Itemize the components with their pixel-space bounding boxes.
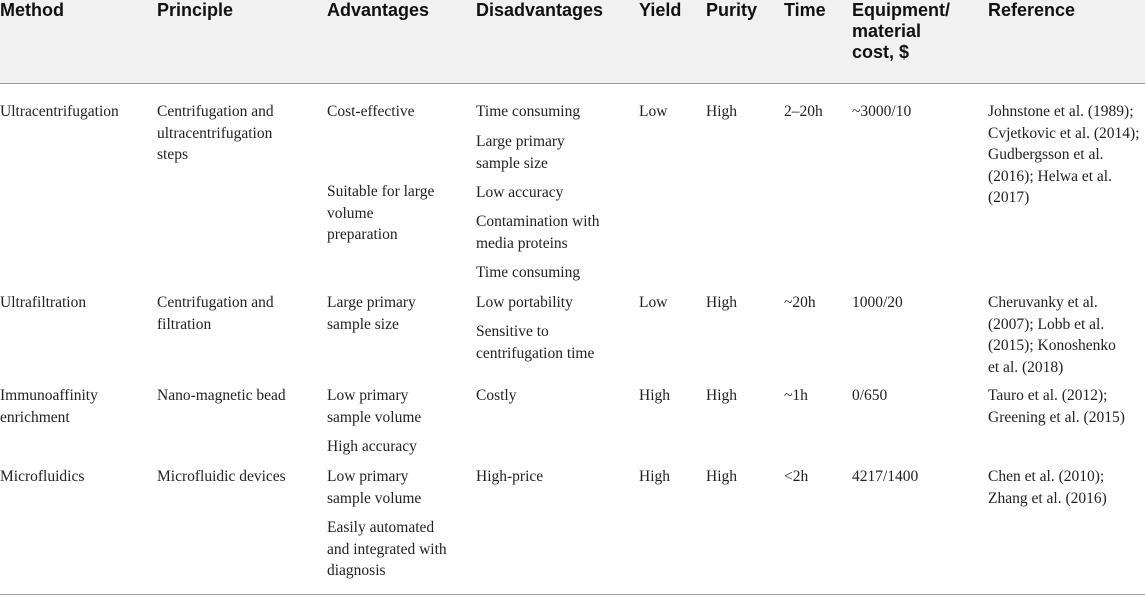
row2-reference: Cheruvanky et al. (2007); Lobb et al. (2… <box>988 294 1116 376</box>
row3-cost: 0/650 <box>852 387 888 404</box>
row4-advantage-2: Easily automated and integrated with dia… <box>327 519 447 579</box>
row4-method: Microfluidics <box>0 468 85 485</box>
table-bottom-rule <box>0 594 1145 595</box>
col-header-method: Method <box>0 0 64 20</box>
row2-disadvantage-2: Low portability <box>476 294 573 311</box>
row1-yield: Low <box>639 103 668 120</box>
row2-disadvantage-3: Sensitive to centrifugation time <box>476 323 595 362</box>
row2-advantage-1: Large primary sample size <box>327 294 416 333</box>
col-header-time: Time <box>784 0 826 20</box>
row3-yield: High <box>639 387 670 404</box>
row1-disadvantage-1: Time consuming <box>476 103 581 120</box>
col-header-yield: Yield <box>639 0 682 20</box>
row4-yield: High <box>639 468 670 485</box>
row3-principle: Nano-magnetic bead <box>157 387 286 404</box>
row2-disadvantage-1: Time consuming <box>476 264 581 281</box>
row3-reference: Tauro et al. (2012); Greening et al. (20… <box>988 387 1125 426</box>
row4-purity: High <box>706 468 737 485</box>
row3-purity: High <box>706 387 737 404</box>
row2-purity: High <box>706 294 737 311</box>
row2-cost: 1000/20 <box>852 294 903 311</box>
row1-principle: Centrifugation and ultracentrifugation s… <box>157 103 274 163</box>
table-header-background <box>0 0 1145 83</box>
row1-method: Ultracentrifugation <box>0 103 119 120</box>
row4-time: <2h <box>784 468 809 485</box>
row1-disadvantage-2: Large primary sample size <box>476 133 565 172</box>
row2-time: ~20h <box>784 294 816 311</box>
row2-yield: Low <box>639 294 668 311</box>
row1-reference: Johnstone et al. (1989); Cvjetkovic et a… <box>988 103 1140 206</box>
row4-advantage-1: Low primary sample volume <box>327 468 422 507</box>
row3-time: ~1h <box>784 387 808 404</box>
col-header-purity: Purity <box>706 0 758 20</box>
row3-disadvantage-1: Costly <box>476 387 517 404</box>
row3-method: Immunoaffinity enrichment <box>0 387 98 426</box>
row2-method: Ultrafiltration <box>0 294 87 311</box>
row1-purity: High <box>706 103 737 120</box>
row1-disadvantage-3: Low accuracy <box>476 184 564 201</box>
row4-disadvantage-1: High-price <box>476 468 544 485</box>
col-header-reference: Reference <box>988 0 1076 20</box>
col-header-equipment-cost: Equipment/ material cost, $ <box>852 0 950 62</box>
header-divider <box>0 83 1145 84</box>
row1-disadvantage-4: Contamination with media proteins <box>476 213 600 252</box>
row3-advantage-1: Low primary sample volume <box>327 387 422 426</box>
row1-cost: ~3000/10 <box>852 103 912 120</box>
row1-time: 2–20h <box>784 103 823 120</box>
row2-principle: Centrifugation and filtration <box>157 294 274 333</box>
row4-principle: Microfluidic devices <box>157 468 286 485</box>
row1-advantage-1: Cost-effective <box>327 103 415 120</box>
col-header-disadvantages: Disadvantages <box>476 0 604 20</box>
row3-advantage-2: High accuracy <box>327 438 417 455</box>
row1-advantage-2: Suitable for large volume preparation <box>327 183 435 243</box>
col-header-advantages: Advantages <box>327 0 430 20</box>
col-header-principle: Principle <box>157 0 234 20</box>
row4-reference: Chen et al. (2010); Zhang et al. (2016) <box>988 468 1107 507</box>
row4-cost: 4217/1400 <box>852 468 919 485</box>
